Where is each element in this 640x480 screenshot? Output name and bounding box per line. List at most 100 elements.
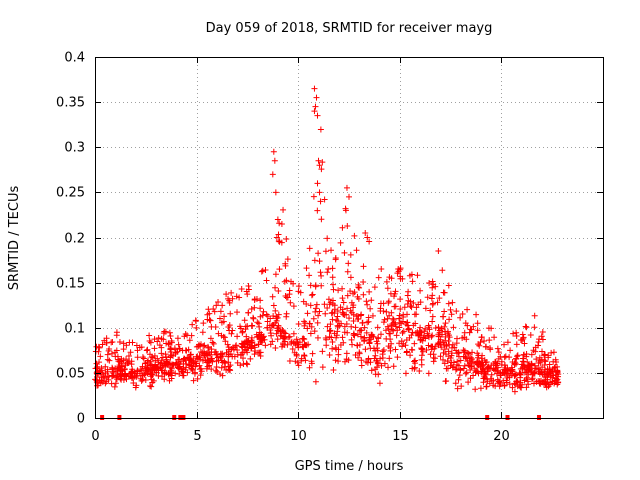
- data-point: [513, 378, 520, 385]
- y-tick-label: 0.35: [56, 96, 85, 111]
- data-point: [373, 345, 380, 352]
- data-point: [421, 332, 428, 339]
- data-point: [373, 338, 380, 345]
- data-point: [310, 193, 317, 200]
- data-point: [355, 315, 362, 322]
- data-point: [439, 267, 446, 274]
- x-tick-label: 5: [193, 429, 201, 444]
- data-point: [459, 334, 466, 341]
- data-point: [522, 323, 529, 330]
- spike-point: [311, 85, 318, 92]
- data-point: [445, 353, 452, 360]
- data-point: [253, 295, 260, 302]
- data-point: [306, 364, 313, 371]
- data-point: [449, 299, 456, 306]
- spike-point: [317, 198, 324, 205]
- data-point: [220, 318, 227, 325]
- data-point: [385, 343, 392, 350]
- data-point: [130, 380, 137, 387]
- data-point: [384, 285, 391, 292]
- data-point: [340, 339, 347, 346]
- data-point: [225, 351, 232, 358]
- data-point: [463, 369, 470, 376]
- data-point: [353, 247, 360, 254]
- data-point: [116, 357, 123, 364]
- data-point: [96, 359, 103, 366]
- data-point: [264, 318, 271, 325]
- data-point: [523, 324, 530, 331]
- data-point: [339, 334, 346, 341]
- data-point: [394, 327, 401, 334]
- data-point: [368, 297, 375, 304]
- data-point: [509, 359, 516, 366]
- data-point: [215, 298, 222, 305]
- data-point: [148, 383, 155, 390]
- data-point: [364, 319, 371, 326]
- data-point: [284, 256, 291, 263]
- data-point: [502, 370, 509, 377]
- data-point: [538, 356, 545, 363]
- spike-point: [272, 189, 279, 196]
- data-point: [171, 345, 178, 352]
- data-point: [457, 357, 464, 364]
- data-point: [464, 350, 471, 357]
- data-point: [256, 349, 263, 356]
- data-point: [212, 367, 219, 374]
- data-point: [330, 281, 337, 288]
- data-point: [326, 328, 333, 335]
- data-point: [247, 355, 254, 362]
- data-point: [549, 367, 556, 374]
- data-point: [464, 358, 471, 365]
- data-point: [272, 284, 279, 291]
- data-point: [382, 327, 389, 334]
- data-point: [539, 348, 546, 355]
- data-point: [363, 329, 370, 336]
- data-point: [409, 365, 416, 372]
- data-point: [512, 371, 519, 378]
- data-point: [465, 379, 472, 386]
- data-point: [485, 325, 492, 332]
- data-point: [412, 360, 419, 367]
- data-point: [476, 342, 483, 349]
- data-point: [339, 285, 346, 292]
- data-point: [453, 365, 460, 372]
- data-point: [495, 349, 502, 356]
- data-point: [491, 334, 498, 341]
- data-point: [393, 332, 400, 339]
- data-point: [422, 335, 429, 342]
- data-point: [217, 353, 224, 360]
- data-point: [512, 360, 519, 367]
- data-point: [200, 320, 207, 327]
- data-point: [373, 357, 380, 364]
- data-point: [380, 346, 387, 353]
- data-point: [365, 314, 372, 321]
- data-point: [207, 335, 214, 342]
- spike-point: [311, 108, 318, 115]
- data-point: [150, 364, 157, 371]
- data-point: [542, 358, 549, 365]
- data-point: [301, 322, 308, 329]
- data-point: [270, 302, 277, 309]
- data-point: [318, 282, 325, 289]
- data-point: [329, 309, 336, 316]
- data-point: [432, 283, 439, 290]
- data-point: [218, 357, 225, 364]
- data-point: [108, 350, 115, 357]
- data-point: [301, 352, 308, 359]
- data-point: [142, 360, 149, 367]
- data-point: [454, 358, 461, 365]
- data-point: [167, 332, 174, 339]
- data-point: [345, 260, 352, 267]
- data-point: [229, 327, 236, 334]
- data-point: [245, 309, 252, 316]
- data-point: [407, 352, 414, 359]
- spike-point: [271, 157, 278, 164]
- data-point: [175, 364, 182, 371]
- data-point: [176, 346, 183, 353]
- data-point: [389, 326, 396, 333]
- data-point: [275, 231, 282, 238]
- data-point: [318, 272, 325, 279]
- data-point: [248, 305, 255, 312]
- data-point: [494, 360, 501, 367]
- data-point: [329, 265, 336, 272]
